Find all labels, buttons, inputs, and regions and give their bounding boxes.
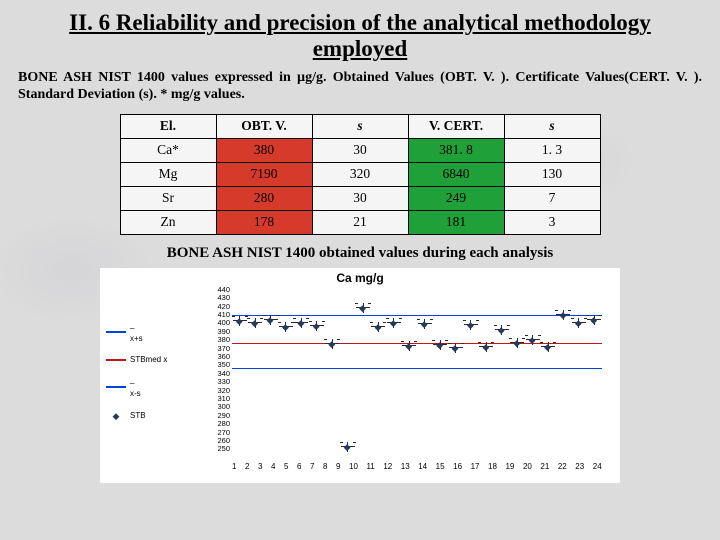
table-row: Ca*38030381. 81. 3	[120, 138, 600, 162]
legend-item: ◆STB	[106, 408, 186, 424]
col-header: s	[312, 114, 408, 138]
col-header: V. CERT.	[408, 114, 504, 138]
table-cell: 21	[312, 210, 408, 234]
data-point: ◆	[556, 310, 570, 320]
data-point: ◆	[510, 338, 524, 348]
x-tick-label: 17	[471, 462, 480, 471]
x-tick-label: 14	[418, 462, 427, 471]
x-tick-label: 22	[558, 462, 567, 471]
x-tick-label: 12	[383, 462, 392, 471]
data-point: ◆	[495, 325, 509, 335]
data-point: ◆	[541, 342, 555, 352]
x-tick-label: 18	[488, 462, 497, 471]
table-cell: 178	[216, 210, 312, 234]
x-tick-label: 2	[245, 462, 249, 471]
data-point: ◆	[418, 319, 432, 329]
table-cell: 30	[312, 186, 408, 210]
chart-caption: BONE ASH NIST 1400 obtained values durin…	[18, 245, 702, 262]
x-tick-label: 16	[453, 462, 462, 471]
col-header: El.	[120, 114, 216, 138]
table-cell: Ca*	[120, 138, 216, 162]
table-cell: 7190	[216, 162, 312, 186]
data-point: ◆	[464, 320, 478, 330]
table-cell: 6840	[408, 162, 504, 186]
table-cell: Sr	[120, 186, 216, 210]
table-row: Sr280302497	[120, 186, 600, 210]
x-tick-label: 5	[284, 462, 288, 471]
y-axis-labels: 4404304204104003903803703603503403303203…	[200, 286, 230, 454]
x-tick-label: 6	[297, 462, 301, 471]
legend-item: STBmed x	[106, 353, 186, 367]
x-tick-label: 10	[349, 462, 358, 471]
data-point: ◆	[310, 321, 324, 331]
data-point: ◆	[233, 316, 247, 326]
chart-legend: _ x+s STBmed x _ x-s ◆STB	[106, 318, 186, 430]
x-tick-label: 11	[366, 462, 374, 471]
x-tick-label: 20	[523, 462, 532, 471]
y-tick-label: 250	[200, 445, 230, 453]
table-cell: 181	[408, 210, 504, 234]
data-point: ◆	[356, 303, 370, 313]
x-tick-label: 7	[310, 462, 314, 471]
x-tick-label: 9	[336, 462, 340, 471]
data-point: ◆	[371, 322, 385, 332]
col-header: OBT. V.	[216, 114, 312, 138]
data-table: El.OBT. V.sV. CERT.s Ca*38030381. 81. 3M…	[120, 114, 601, 235]
table-cell: 381. 8	[408, 138, 504, 162]
x-tick-label: 8	[323, 462, 327, 471]
chart-title: Ca mg/g	[100, 271, 620, 285]
table-row: Zn178211813	[120, 210, 600, 234]
table-caption: BONE ASH NIST 1400 values expressed in µ…	[18, 69, 702, 104]
legend-item: _ x-s	[106, 373, 186, 402]
x-tick-label: 21	[540, 462, 549, 471]
x-tick-label: 1	[232, 462, 236, 471]
data-point: ◆	[279, 322, 293, 332]
legend-item: _ x+s	[106, 318, 186, 347]
table-cell: 249	[408, 186, 504, 210]
data-point: ◆	[387, 318, 401, 328]
ca-chart: Ca mg/g _ x+s STBmed x _ x-s ◆STB 440430420…	[100, 268, 620, 483]
x-tick-label: 19	[505, 462, 514, 471]
table-cell: 280	[216, 186, 312, 210]
data-point: ◆	[587, 315, 601, 325]
data-point: ◆	[341, 442, 355, 452]
reference-line	[232, 315, 602, 316]
x-tick-label: 24	[593, 462, 602, 471]
table-cell: Mg	[120, 162, 216, 186]
data-point: ◆	[433, 340, 447, 350]
table-cell: 130	[504, 162, 600, 186]
table-cell: 3	[504, 210, 600, 234]
data-point: ◆	[264, 315, 278, 325]
page-title: II. 6 Reliability and precision of the a…	[18, 10, 702, 63]
table-row: Mg71903206840130	[120, 162, 600, 186]
table-cell: 1. 3	[504, 138, 600, 162]
col-header: s	[504, 114, 600, 138]
plot-area: ◆◆◆◆◆◆◆◆◆◆◆◆◆◆◆◆◆◆◆◆◆◆◆◆	[232, 290, 602, 458]
data-point: ◆	[449, 343, 463, 353]
data-point: ◆	[248, 318, 262, 328]
data-point: ◆	[526, 335, 540, 345]
table-cell: Zn	[120, 210, 216, 234]
x-tick-label: 4	[271, 462, 275, 471]
x-tick-label: 3	[258, 462, 262, 471]
data-point: ◆	[479, 342, 493, 352]
data-point: ◆	[325, 339, 339, 349]
x-tick-label: 15	[436, 462, 445, 471]
data-point: ◆	[572, 318, 586, 328]
table-cell: 380	[216, 138, 312, 162]
table-cell: 320	[312, 162, 408, 186]
table-cell: 7	[504, 186, 600, 210]
reference-line	[232, 368, 602, 369]
x-axis-labels: 123456789101112131415161718192021222324	[232, 462, 602, 471]
data-point: ◆	[294, 318, 308, 328]
table-cell: 30	[312, 138, 408, 162]
data-point: ◆	[402, 341, 416, 351]
x-tick-label: 13	[401, 462, 410, 471]
x-tick-label: 23	[575, 462, 584, 471]
